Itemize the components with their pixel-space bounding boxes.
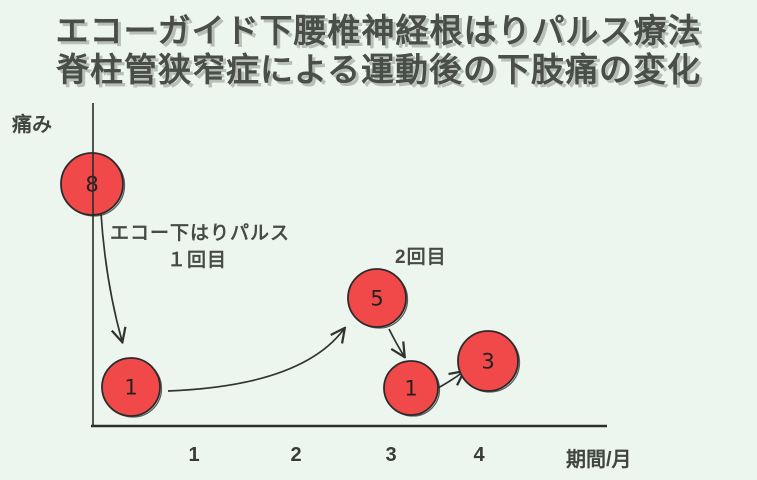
trend-arrow — [167, 329, 344, 392]
chart-title-line1: エコーガイド下腰椎神経根はりパルス療法 — [55, 12, 702, 49]
x-tick-3: 3 — [385, 444, 397, 466]
data-point — [60, 152, 124, 216]
x-tick-4: 4 — [473, 444, 485, 466]
annotation-session1-line2: １回目 — [167, 250, 228, 271]
data-point — [101, 357, 161, 417]
data-point-value: 3 — [481, 350, 494, 374]
data-point — [383, 360, 439, 416]
x-tick-1: 1 — [188, 444, 200, 466]
data-point-value: 1 — [124, 376, 137, 400]
x-tick-2: 2 — [290, 444, 302, 466]
data-point-value: 8 — [85, 173, 98, 197]
annotation-session1-line1: エコー下はりパルス — [110, 223, 291, 244]
chart-title: エコーガイド下腰椎神経根はりパルス療法 脊柱管狭窄症による運動後の下肢痛の変化 — [0, 11, 757, 89]
trend-arrow — [437, 372, 463, 389]
trend-arrow — [100, 212, 122, 341]
chart-title-line2: 脊柱管狭窄症による運動後の下肢痛の変化 — [55, 51, 701, 88]
data-point — [457, 330, 519, 392]
data-point-value: 1 — [404, 377, 417, 401]
data-point-value: 5 — [370, 287, 383, 311]
y-axis-label: 痛み — [12, 114, 52, 136]
x-axis-label: 期間/月 — [566, 449, 632, 471]
annotation-session2: 2回目 — [395, 247, 447, 268]
trend-arrow — [388, 328, 404, 356]
data-point — [347, 268, 407, 328]
